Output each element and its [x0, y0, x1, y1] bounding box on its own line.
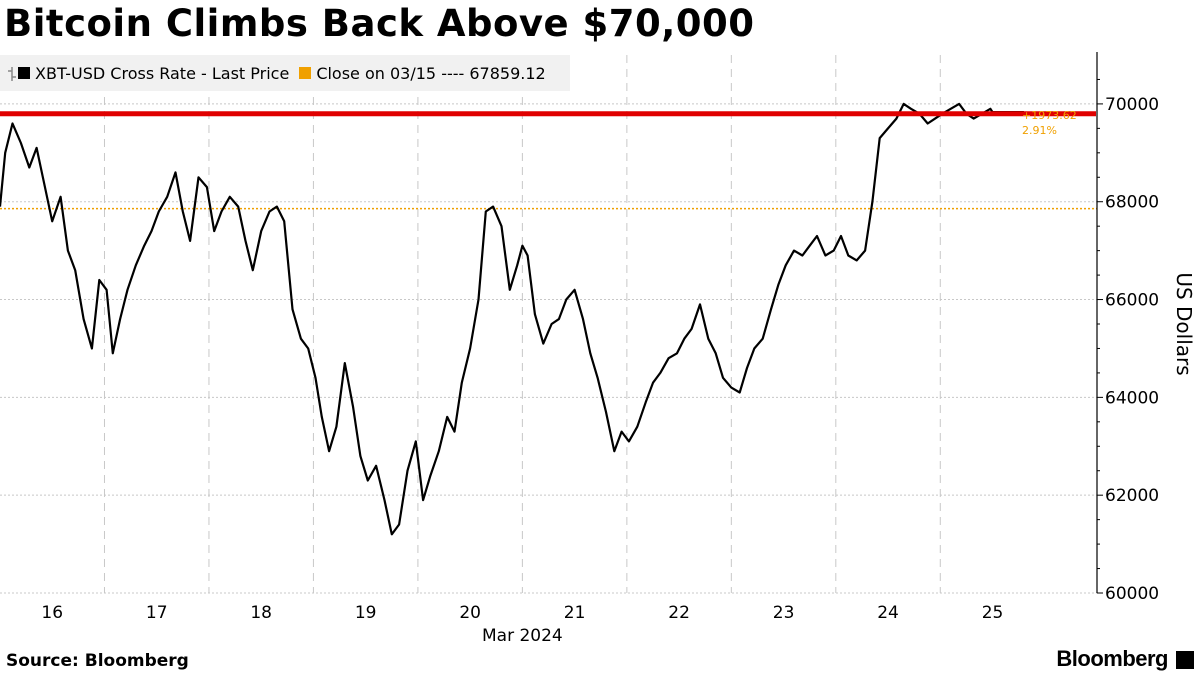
x-tick-label-4: 20 [459, 603, 481, 623]
bloomberg-logo: Bloomberg [1056, 646, 1168, 671]
y-tick-label-0: 60000 [1105, 584, 1159, 604]
y-tick-label-2: 64000 [1105, 388, 1159, 408]
chart-title: Bitcoin Climbs Back Above $70,000 [4, 2, 755, 45]
percent-annotation: 2.91% [1022, 124, 1057, 137]
y-tick-label-3: 66000 [1105, 291, 1159, 311]
price-series-line [0, 102, 1024, 536]
legend-close: Close on 03/15 ---- 67859.12 [299, 63, 546, 83]
x-axis-label: Mar 2024 [482, 626, 563, 646]
x-tick-label-9: 25 [982, 603, 1004, 623]
change-annotation: +1973.62 [1022, 109, 1077, 122]
bloomberg-icon [1176, 651, 1194, 669]
x-tick-label-5: 21 [564, 603, 586, 623]
close-swatch [299, 67, 312, 79]
source-note: Source: Bloomberg [6, 651, 189, 671]
x-tick-label-2: 18 [250, 603, 272, 623]
ohlc-bar-icon [8, 66, 16, 81]
y-axis-title: US Dollars [1172, 272, 1196, 375]
legend-close-label: Close on 03/15 ---- 67859.12 [316, 63, 546, 83]
legend-series-label: XBT-USD Cross Rate - Last Price [35, 63, 290, 83]
x-tick-label-0: 16 [41, 603, 63, 623]
x-tick-label-7: 23 [773, 603, 795, 623]
x-tick-label-8: 24 [877, 603, 899, 623]
x-tick-label-3: 19 [355, 603, 377, 623]
legend-series: XBT-USD Cross Rate - Last Price [8, 64, 289, 83]
legend: XBT-USD Cross Rate - Last Price Close on… [0, 55, 570, 91]
y-tick-label-1: 62000 [1105, 486, 1159, 506]
y-tick-label-5: 70000 [1105, 95, 1159, 115]
series-swatch [18, 67, 30, 79]
y-tick-label-4: 68000 [1105, 193, 1159, 213]
x-tick-label-1: 17 [146, 603, 168, 623]
x-tick-label-6: 22 [668, 603, 690, 623]
